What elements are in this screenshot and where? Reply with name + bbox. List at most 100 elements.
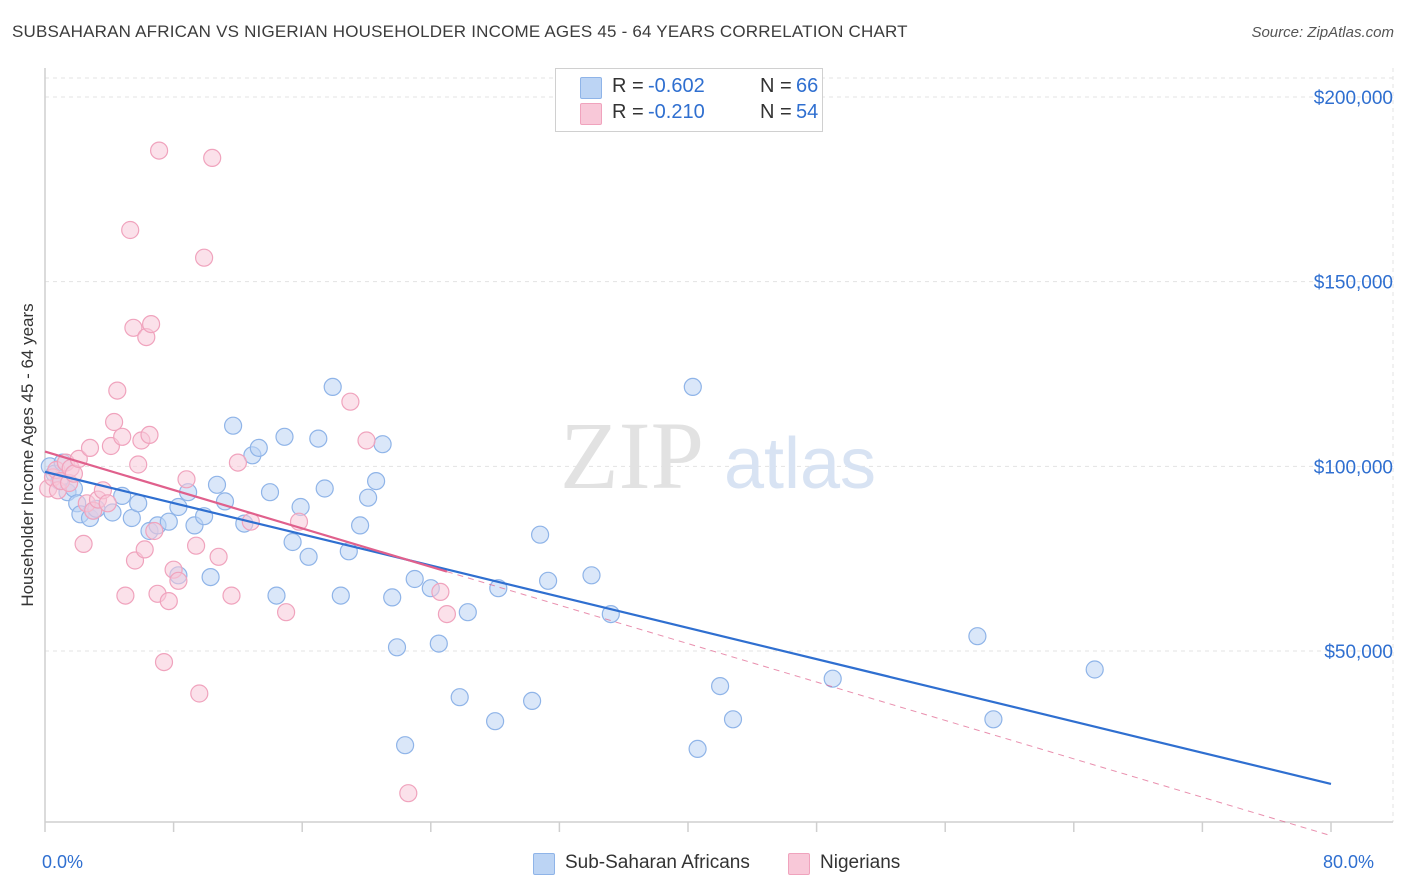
point-subsaharan (396, 736, 415, 755)
point-subsaharan (260, 483, 280, 502)
point-nigerian (150, 141, 169, 160)
point-subsaharan (267, 586, 286, 605)
point-nigerian (159, 591, 178, 611)
trend-line-subsaharan (44, 470, 1332, 786)
point-subsaharan (373, 435, 392, 454)
point-nigerian (437, 604, 456, 624)
point-subsaharan (1085, 660, 1104, 679)
watermark: ZIP atlas (560, 402, 876, 509)
point-nigerian (357, 431, 376, 450)
bottom-legend-swatch-subsaharan (533, 853, 555, 875)
gridlines (45, 68, 1395, 822)
point-nigerian (116, 586, 135, 605)
watermark-zip: ZIP (560, 402, 704, 509)
legend-n-label: N = (760, 75, 792, 97)
point-subsaharan (405, 569, 424, 589)
point-subsaharan (207, 475, 227, 494)
point-nigerian (341, 392, 360, 411)
point-subsaharan (683, 377, 702, 396)
chart-title: SUBSAHARAN AFRICAN VS NIGERIAN HOUSEHOLD… (12, 22, 908, 41)
trend-lines (44, 450, 1332, 837)
watermark-atlas: atlas (724, 424, 876, 504)
point-subsaharan (383, 588, 402, 607)
point-subsaharan (823, 669, 842, 688)
point-subsaharan (249, 438, 268, 457)
point-nigerian (135, 540, 154, 559)
point-nigerian (80, 438, 100, 457)
point-subsaharan (224, 416, 243, 435)
point-nigerian (203, 148, 222, 167)
point-subsaharan (968, 627, 987, 646)
point-nigerian (129, 455, 148, 474)
point-subsaharan (458, 603, 477, 622)
legend-r-value: -0.210 (648, 101, 705, 123)
point-subsaharan (323, 377, 342, 396)
point-subsaharan (486, 712, 505, 731)
point-subsaharan (169, 497, 188, 517)
point-nigerian (195, 248, 214, 267)
y-tick-labels: $50,000 $100,000 $150,000 $200,000 (1314, 88, 1393, 663)
point-subsaharan (129, 494, 148, 513)
point-nigerian (169, 571, 188, 590)
point-nigerian (187, 536, 206, 555)
point-subsaharan (984, 710, 1003, 729)
point-nigerian (113, 427, 132, 446)
point-subsaharan (299, 547, 318, 566)
source-credit: Source: ZipAtlas.com (1251, 24, 1394, 41)
legend-swatch-nigerians (580, 103, 602, 125)
point-nigerian (108, 381, 127, 400)
point-subsaharan (429, 634, 448, 653)
point-nigerian (177, 470, 196, 489)
legend-r-value: -0.602 (648, 75, 705, 97)
legend-r-label: R = (612, 101, 644, 123)
point-nigerian (228, 453, 247, 472)
x-tick-min: 0.0% (42, 852, 84, 872)
point-subsaharan (159, 512, 178, 531)
point-subsaharan (201, 567, 220, 587)
point-nigerian (145, 521, 164, 541)
point-subsaharan (359, 488, 378, 507)
point-nigerian (124, 318, 143, 337)
axes (44, 68, 1393, 832)
legend-n-value: 66 (796, 75, 819, 97)
point-subsaharan (283, 532, 302, 552)
point-subsaharan (315, 479, 334, 498)
point-nigerian (140, 425, 159, 444)
bottom-legend-label-subsaharan: Sub-Saharan Africans (565, 852, 750, 873)
point-nigerian (190, 684, 209, 703)
point-subsaharan (538, 571, 558, 590)
point-nigerian (431, 582, 450, 602)
x-tick-max: 80.0% (1323, 852, 1375, 872)
point-nigerian (142, 315, 161, 334)
legend-r-label: R = (612, 75, 644, 97)
legend-n-label: N = (760, 101, 792, 123)
y-tick-label: $150,000 (1314, 273, 1393, 294)
correlation-legend: R = -0.602 N = 66 R = -0.210 N = 54 (555, 68, 823, 132)
trend-line-nigerians (44, 450, 448, 573)
y-tick-label: $200,000 (1314, 88, 1393, 109)
point-subsaharan (723, 710, 743, 729)
point-subsaharan (351, 516, 370, 535)
trend-line-nigerians-extrapolated (446, 571, 1332, 837)
point-subsaharan (331, 586, 350, 605)
y-axis-label: Householder Income Ages 45 - 64 years (18, 303, 37, 606)
point-nigerian (399, 784, 418, 803)
point-subsaharan (275, 427, 294, 446)
point-subsaharan (450, 688, 469, 707)
point-subsaharan (688, 739, 707, 759)
y-tick-label: $100,000 (1314, 457, 1393, 478)
point-subsaharan (582, 566, 601, 585)
bottom-legend-label-nigerians: Nigerians (820, 852, 901, 873)
y-tick-label: $50,000 (1324, 642, 1393, 663)
point-subsaharan (387, 638, 407, 657)
point-nigerian (222, 586, 241, 605)
point-nigerian (104, 412, 124, 432)
point-subsaharan (367, 472, 386, 491)
point-nigerian (121, 220, 140, 240)
point-nigerian (74, 534, 93, 554)
point-nigerian (209, 547, 228, 566)
point-subsaharan (309, 429, 328, 448)
point-subsaharan (522, 691, 542, 711)
point-nigerian (277, 603, 296, 622)
